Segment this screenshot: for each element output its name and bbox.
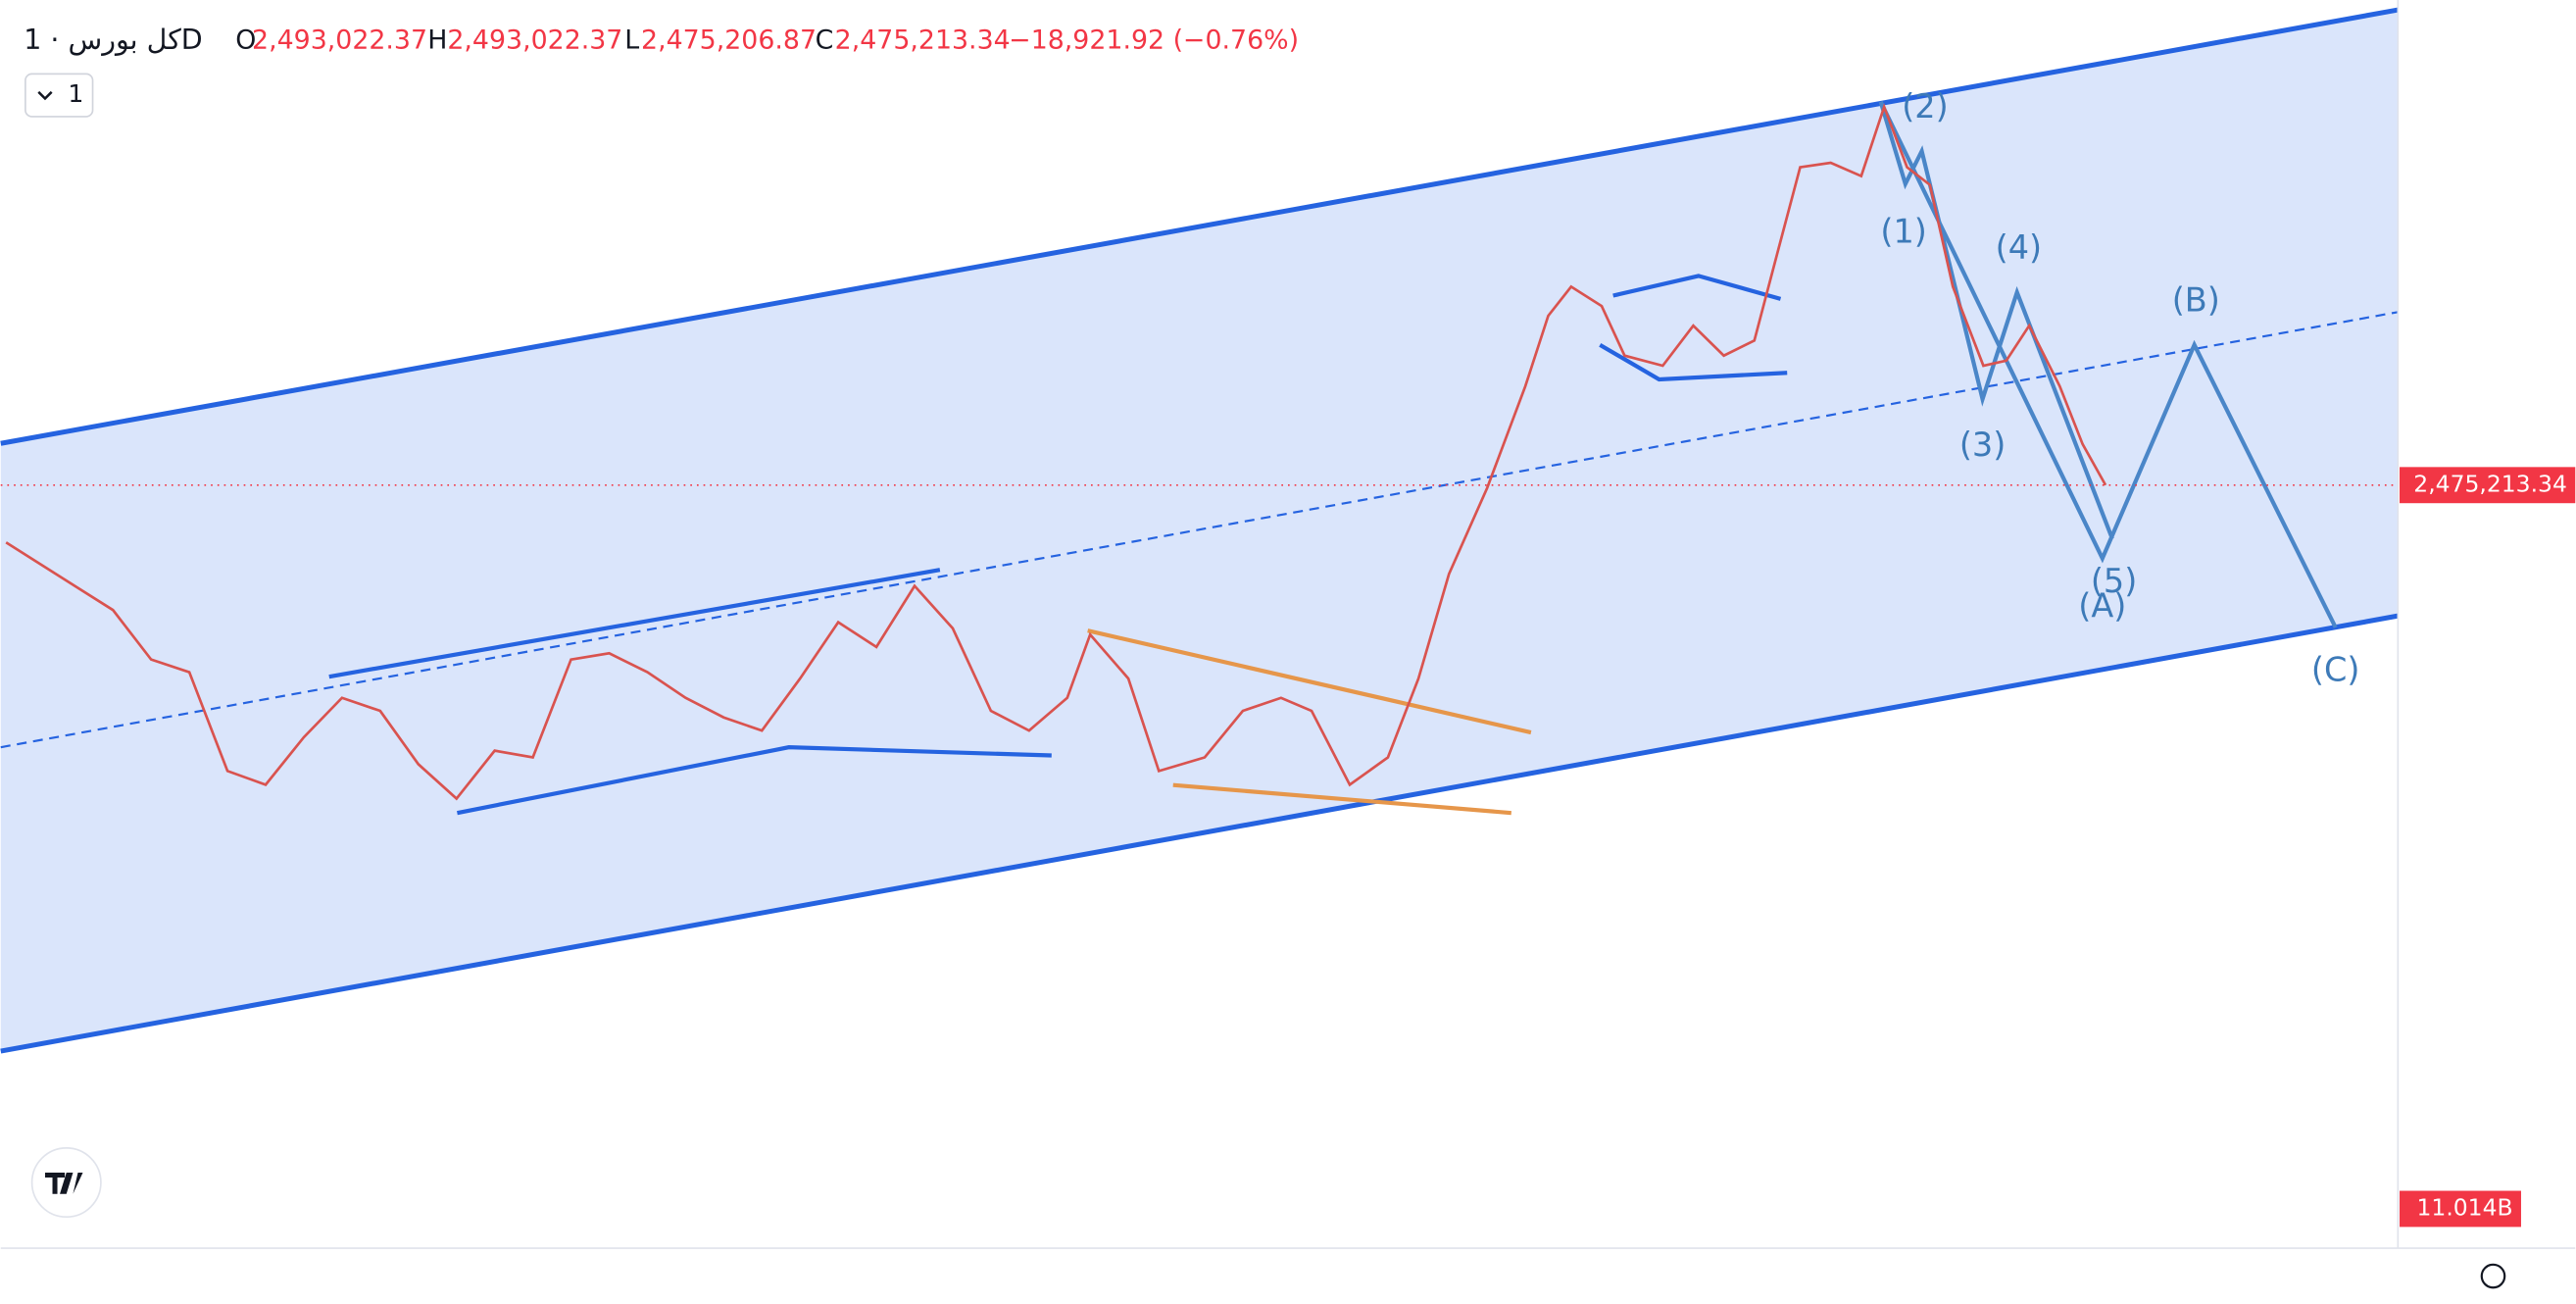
legend: O2,493,022.37 H 2,493,022.37 L 2,475,206.87C… — [235, 25, 1299, 55]
channel-lower — [0, 613, 2399, 1054]
wave-label: (2) — [1902, 87, 1948, 125]
legend-value: 2,475,206.87 — [641, 25, 817, 55]
wave-label: (5) — [2091, 562, 2137, 600]
labels: (2) (1) (4) (3) (5)(A) (B) (C) — [1880, 87, 2359, 689]
trend-line — [1612, 274, 1782, 301]
legend-key: C — [816, 25, 834, 55]
logo-mark — [44, 1172, 83, 1194]
legend-value: 2,475,213.34 — [835, 25, 1011, 55]
chart-title: کل بورس · 1D — [24, 24, 203, 56]
legend-value: 2,493,022.37 — [252, 25, 427, 55]
legend-key: O — [235, 25, 256, 55]
trend-line — [328, 568, 941, 679]
wave-line — [1878, 100, 2338, 628]
legend-change: −18,921.92 (−0.76%) — [1009, 25, 1299, 55]
last-price-tag — [2400, 467, 2576, 504]
wave-label: (4) — [1996, 228, 2042, 267]
interval-menu-label: 1 — [68, 79, 83, 108]
wave-label: (B) — [2172, 281, 2220, 320]
legend-key: L — [624, 25, 639, 55]
wave-label: (C) — [2311, 651, 2360, 689]
wave-label: (3) — [1959, 426, 2006, 464]
channel-mid — [0, 311, 2399, 749]
settings-icon[interactable] — [2480, 1263, 2506, 1289]
interval-menu[interactable] — [25, 73, 94, 118]
last-volume-label: 11.014B — [2417, 1193, 2513, 1221]
trend-line — [1087, 628, 1532, 735]
legend-value: 2,493,022.37 — [447, 25, 622, 55]
menu-chevron — [37, 90, 53, 101]
y-axis-bg — [2398, 0, 2576, 1304]
trend-line — [1599, 342, 1788, 382]
trend-line — [1172, 782, 1511, 816]
axes: 2,475,213.34 11.014B — [2400, 467, 2576, 1228]
wave-label: (A) — [2078, 586, 2126, 625]
price-line — [5, 103, 2107, 801]
last-volume-tag — [2400, 1190, 2521, 1228]
drawings — [0, 7, 2399, 1054]
legend-key: H — [427, 25, 447, 55]
last-price-label: 2,475,213.34 — [2413, 470, 2567, 497]
channel-upper — [0, 7, 2399, 446]
plot — [0, 103, 2399, 801]
trend-line — [457, 745, 1052, 816]
wave-label: (1) — [1880, 212, 1926, 250]
